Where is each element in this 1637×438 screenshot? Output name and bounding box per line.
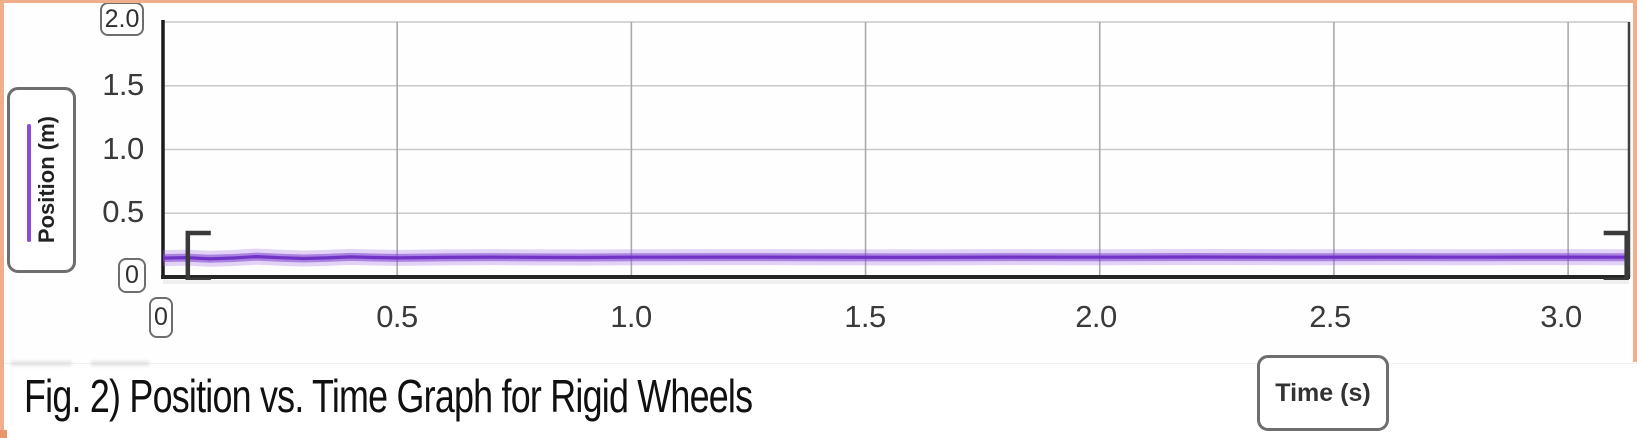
- graph-panel: 2.0 1.5 1.0 0.5 0 0 0.5 1.0 1.5 2.0 2.5 …: [0, 0, 1637, 364]
- y-axis-label: Position (m): [33, 116, 59, 244]
- cropped-ui-remnant: [90, 361, 150, 366]
- x-tick-label: 2.0: [1075, 299, 1117, 334]
- plot-area[interactable]: [0, 0, 1637, 363]
- x-tick-label: 3.0: [1540, 299, 1582, 334]
- x-axis-label: Time (s): [1275, 378, 1371, 407]
- series-color-swatch: [27, 124, 31, 242]
- selection-border-top: [0, 0, 1637, 3]
- y-axis-label-button[interactable]: Position (m): [7, 87, 76, 273]
- x-tick-label: 2.5: [1309, 299, 1351, 334]
- figure-caption: Fig. 2) Position vs. Time Graph for Rigi…: [24, 370, 753, 422]
- x-axis-label-button[interactable]: Time (s): [1257, 355, 1389, 431]
- x-tick-label: 0.5: [376, 299, 418, 334]
- y-axis-max-handle[interactable]: 2.0: [100, 2, 144, 36]
- cropped-ui-remnant: [10, 361, 72, 366]
- y-tick-label: 0.5: [102, 194, 144, 229]
- selection-border-left: [0, 0, 4, 434]
- y-tick-label: 1.5: [102, 67, 144, 102]
- y-tick-label: 1.0: [102, 131, 144, 166]
- selection-border-right: [1633, 0, 1637, 362]
- x-axis-min-handle[interactable]: 0: [149, 297, 173, 338]
- y-axis-min-handle[interactable]: 0: [118, 258, 146, 293]
- x-tick-label: 1.0: [610, 299, 652, 334]
- selection-border-corner: [0, 430, 7, 438]
- x-tick-label: 1.5: [844, 299, 886, 334]
- plot-bottom-shadow: [163, 280, 1629, 284]
